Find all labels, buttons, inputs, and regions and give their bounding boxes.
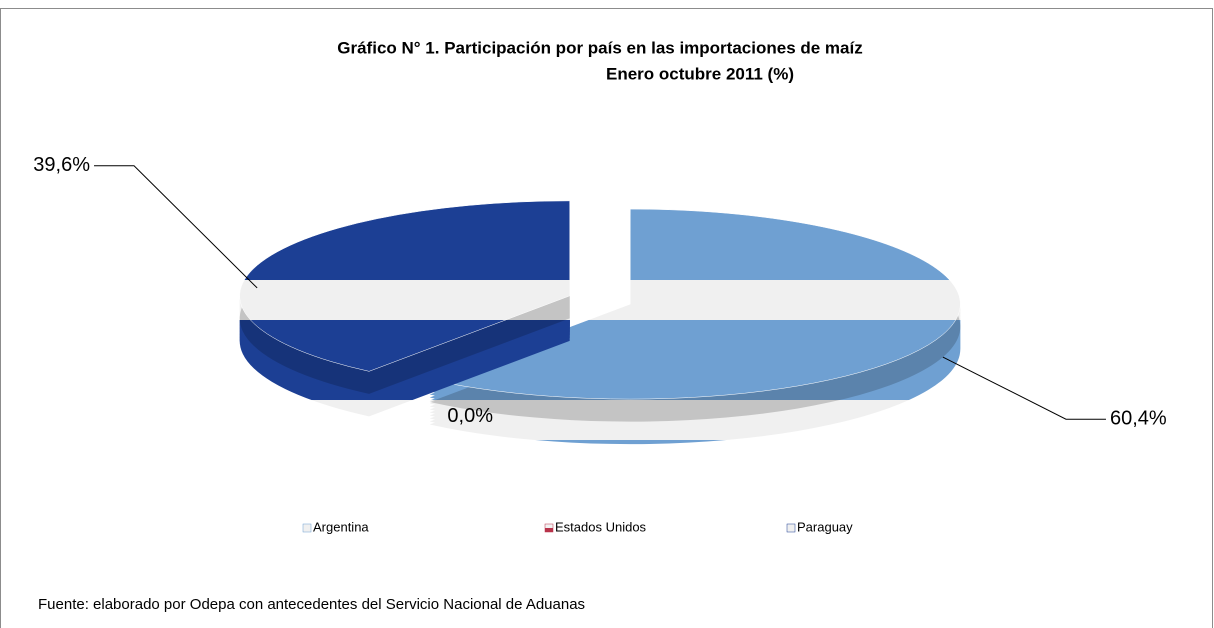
legend-label: Paraguay [797,519,853,534]
source-note: Fuente: elaborado por Odepa con antecede… [38,596,585,613]
slice [239,200,570,372]
data-label: 39,6% [33,154,90,176]
pie: 60,4% 0,0% 39,6% [33,154,1167,445]
slice [428,208,961,400]
leader-line [94,165,258,289]
legend-label: Argentina [313,519,369,534]
legend-marker [786,523,796,533]
legend-marker [544,523,554,533]
legend-marker [302,523,312,533]
legend: Argentina Estados Unidos Paraguay [302,519,853,534]
leader-line [942,356,1106,420]
chart-title: Gráfico N° 1. Participación por país en … [337,38,862,57]
chart-subtitle: Enero octubre 2011 (%) [606,64,794,83]
data-label: 60,4% [1110,407,1167,429]
legend-label: Estados Unidos [555,519,647,534]
data-label: 0,0% [447,405,493,427]
